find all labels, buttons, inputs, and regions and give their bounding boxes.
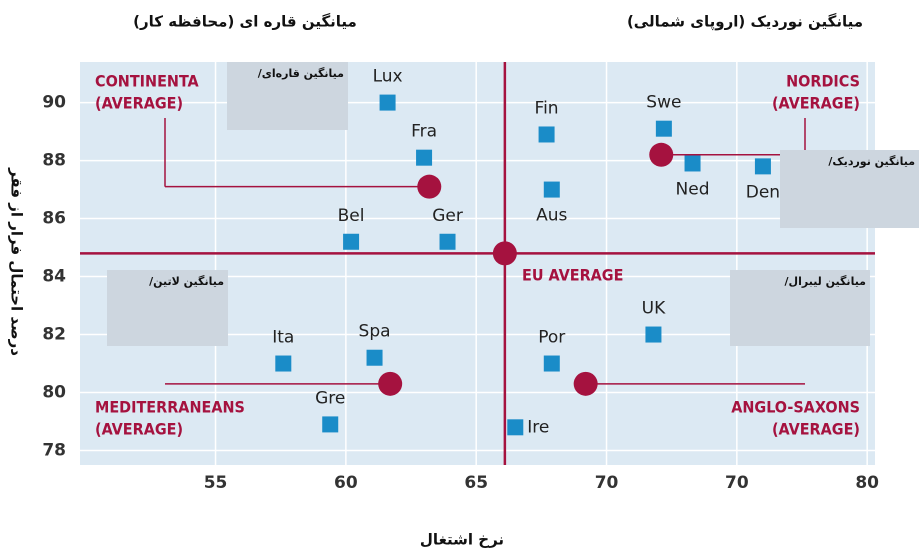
point-label: Gre — [315, 388, 345, 408]
point-label: UK — [642, 299, 666, 319]
data-point — [366, 349, 383, 366]
point-label: Ire — [527, 417, 549, 437]
point-label: Swe — [646, 93, 681, 113]
average-point — [492, 241, 517, 266]
point-label: Spa — [359, 322, 391, 342]
data-point — [379, 94, 396, 111]
average-label: ANGLO-SAXONS — [731, 398, 860, 417]
data-point — [754, 158, 771, 175]
data-point — [439, 233, 456, 250]
data-point — [543, 181, 560, 198]
data-point — [343, 233, 360, 250]
y-tick-label: 80 — [42, 383, 66, 403]
overlay-box — [730, 270, 870, 346]
plot-area — [80, 62, 875, 465]
average-point — [649, 142, 674, 167]
y-tick-label: 78 — [42, 441, 66, 461]
point-label: Fin — [535, 98, 559, 118]
title-right: میانگین نوردیک (اروپای شمالی) — [627, 13, 863, 32]
average-label: (AVERAGE) — [772, 420, 860, 439]
x-tick-label: 70 — [725, 473, 749, 493]
data-point — [543, 355, 560, 372]
overlay-label: میانگین لاتین/ — [149, 275, 224, 288]
point-label: Fra — [411, 122, 437, 142]
overlay-box — [780, 150, 919, 228]
x-tick-label: 55 — [204, 473, 228, 493]
average-label: EU AVERAGE — [522, 266, 623, 285]
y-axis-label: درصد احتمال فرار از فقر — [8, 167, 26, 356]
average-label: (AVERAGE) — [95, 94, 183, 113]
data-point — [645, 326, 662, 343]
average-point — [378, 371, 403, 396]
x-tick-label: 70 — [595, 473, 619, 493]
point-label: Lux — [373, 67, 403, 87]
data-point — [655, 120, 672, 137]
data-point — [322, 416, 339, 433]
point-label: Ger — [432, 206, 463, 226]
data-point — [507, 419, 524, 436]
average-label: MEDITERRANEANS — [95, 398, 245, 417]
y-tick-label: 82 — [42, 325, 66, 345]
average-point — [417, 174, 442, 199]
point-label: Bel — [338, 206, 365, 226]
title-left: میانگین قاره ای (محافظه کار) — [133, 13, 357, 31]
average-label: NORDICS — [786, 72, 860, 91]
average-point — [573, 371, 598, 396]
point-label: Ned — [676, 179, 710, 199]
point-label: Por — [538, 328, 565, 348]
y-tick-label: 90 — [42, 93, 66, 113]
x-tick-label: 65 — [464, 473, 488, 493]
x-axis-label: نرخ اشتغال — [420, 531, 504, 549]
average-label: CONTINENTA — [95, 72, 200, 91]
overlay-box — [227, 62, 348, 130]
overlay-label: میانگین لیبرال/ — [785, 275, 866, 288]
x-tick-label: 60 — [334, 473, 358, 493]
y-tick-label: 88 — [42, 151, 66, 171]
overlay-label: میانگین نوردیک/ — [828, 155, 915, 168]
average-label: (AVERAGE) — [772, 94, 860, 113]
data-point — [538, 126, 555, 143]
data-point — [684, 155, 701, 172]
data-point — [275, 355, 292, 372]
average-label: (AVERAGE) — [95, 420, 183, 439]
point-label: Aus — [536, 206, 567, 226]
point-label: Ita — [272, 328, 294, 348]
overlay-box — [107, 270, 228, 346]
overlay-label: میانگین قاره‌ای/ — [258, 67, 344, 80]
y-tick-label: 86 — [42, 209, 66, 229]
y-tick-label: 84 — [42, 267, 66, 287]
data-point — [416, 149, 433, 166]
x-tick-label: 80 — [855, 473, 879, 493]
point-label: Den — [746, 182, 780, 202]
